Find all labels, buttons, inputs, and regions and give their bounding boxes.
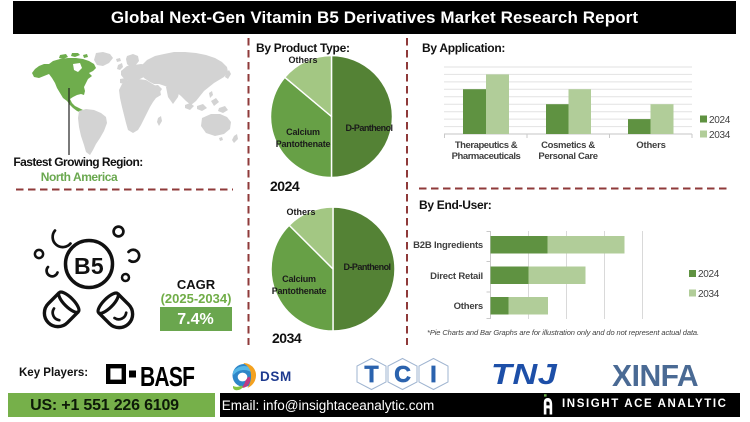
svg-text:T: T	[364, 361, 378, 387]
svg-text:I: I	[430, 361, 436, 387]
svg-text:C: C	[394, 361, 411, 387]
